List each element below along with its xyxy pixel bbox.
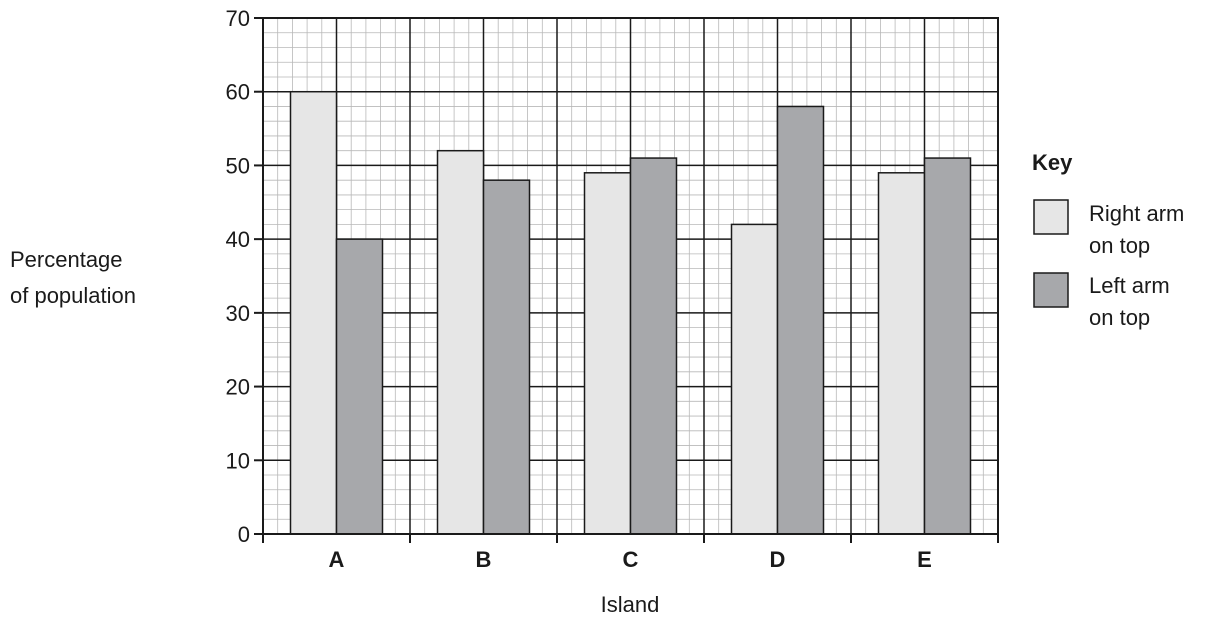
bars [289,90,972,535]
y-tick-label: 50 [226,153,250,178]
x-tick-label-e: E [917,547,932,572]
legend-label-right-arm-line-2: on top [1089,233,1150,258]
y-axis-title-line-2: of population [10,283,136,308]
legend-swatch-left-arm [1033,272,1069,308]
plot-frame [262,17,999,535]
x-tick-label-d: D [770,547,786,572]
axes [254,17,999,543]
y-tick-label: 30 [226,301,250,326]
legend-label-left-arm-line-1: Left arm [1089,273,1170,298]
x-axis-title: Island [601,592,660,617]
bar-e-right-arm [877,172,926,535]
bar-c-left-arm [629,157,678,535]
y-tick-labels: 0 10 20 30 40 50 60 70 [226,6,250,547]
y-tick-label: 40 [226,227,250,252]
y-tick-label: 20 [226,375,250,400]
bar-e-left-arm [923,157,972,535]
legend-swatch-right-arm [1033,199,1069,235]
x-tick-label-a: A [329,547,345,572]
legend-label-right-arm-line-1: Right arm [1089,201,1184,226]
legend: Key Right arm on top Left arm on top [1032,150,1184,330]
y-tick-label: 10 [226,448,250,473]
x-tick-labels: A B C D E [329,547,932,572]
bar-b-right-arm [436,149,485,535]
legend-label-left-arm-line-2: on top [1089,305,1150,330]
bar-d-left-arm [776,105,825,535]
bar-b-left-arm [482,179,531,535]
y-axis-title-line-1: Percentage [10,247,123,272]
bar-d-right-arm [730,223,779,535]
x-tick-label-b: B [476,547,492,572]
y-tick-label: 60 [226,80,250,105]
bar-c-right-arm [583,172,632,535]
y-tick-label: 70 [226,6,250,31]
x-tick-label-c: C [623,547,639,572]
bar-a-right-arm [289,90,338,535]
y-tick-label: 0 [238,522,250,547]
bar-a-left-arm [335,238,384,535]
legend-title: Key [1032,150,1073,175]
